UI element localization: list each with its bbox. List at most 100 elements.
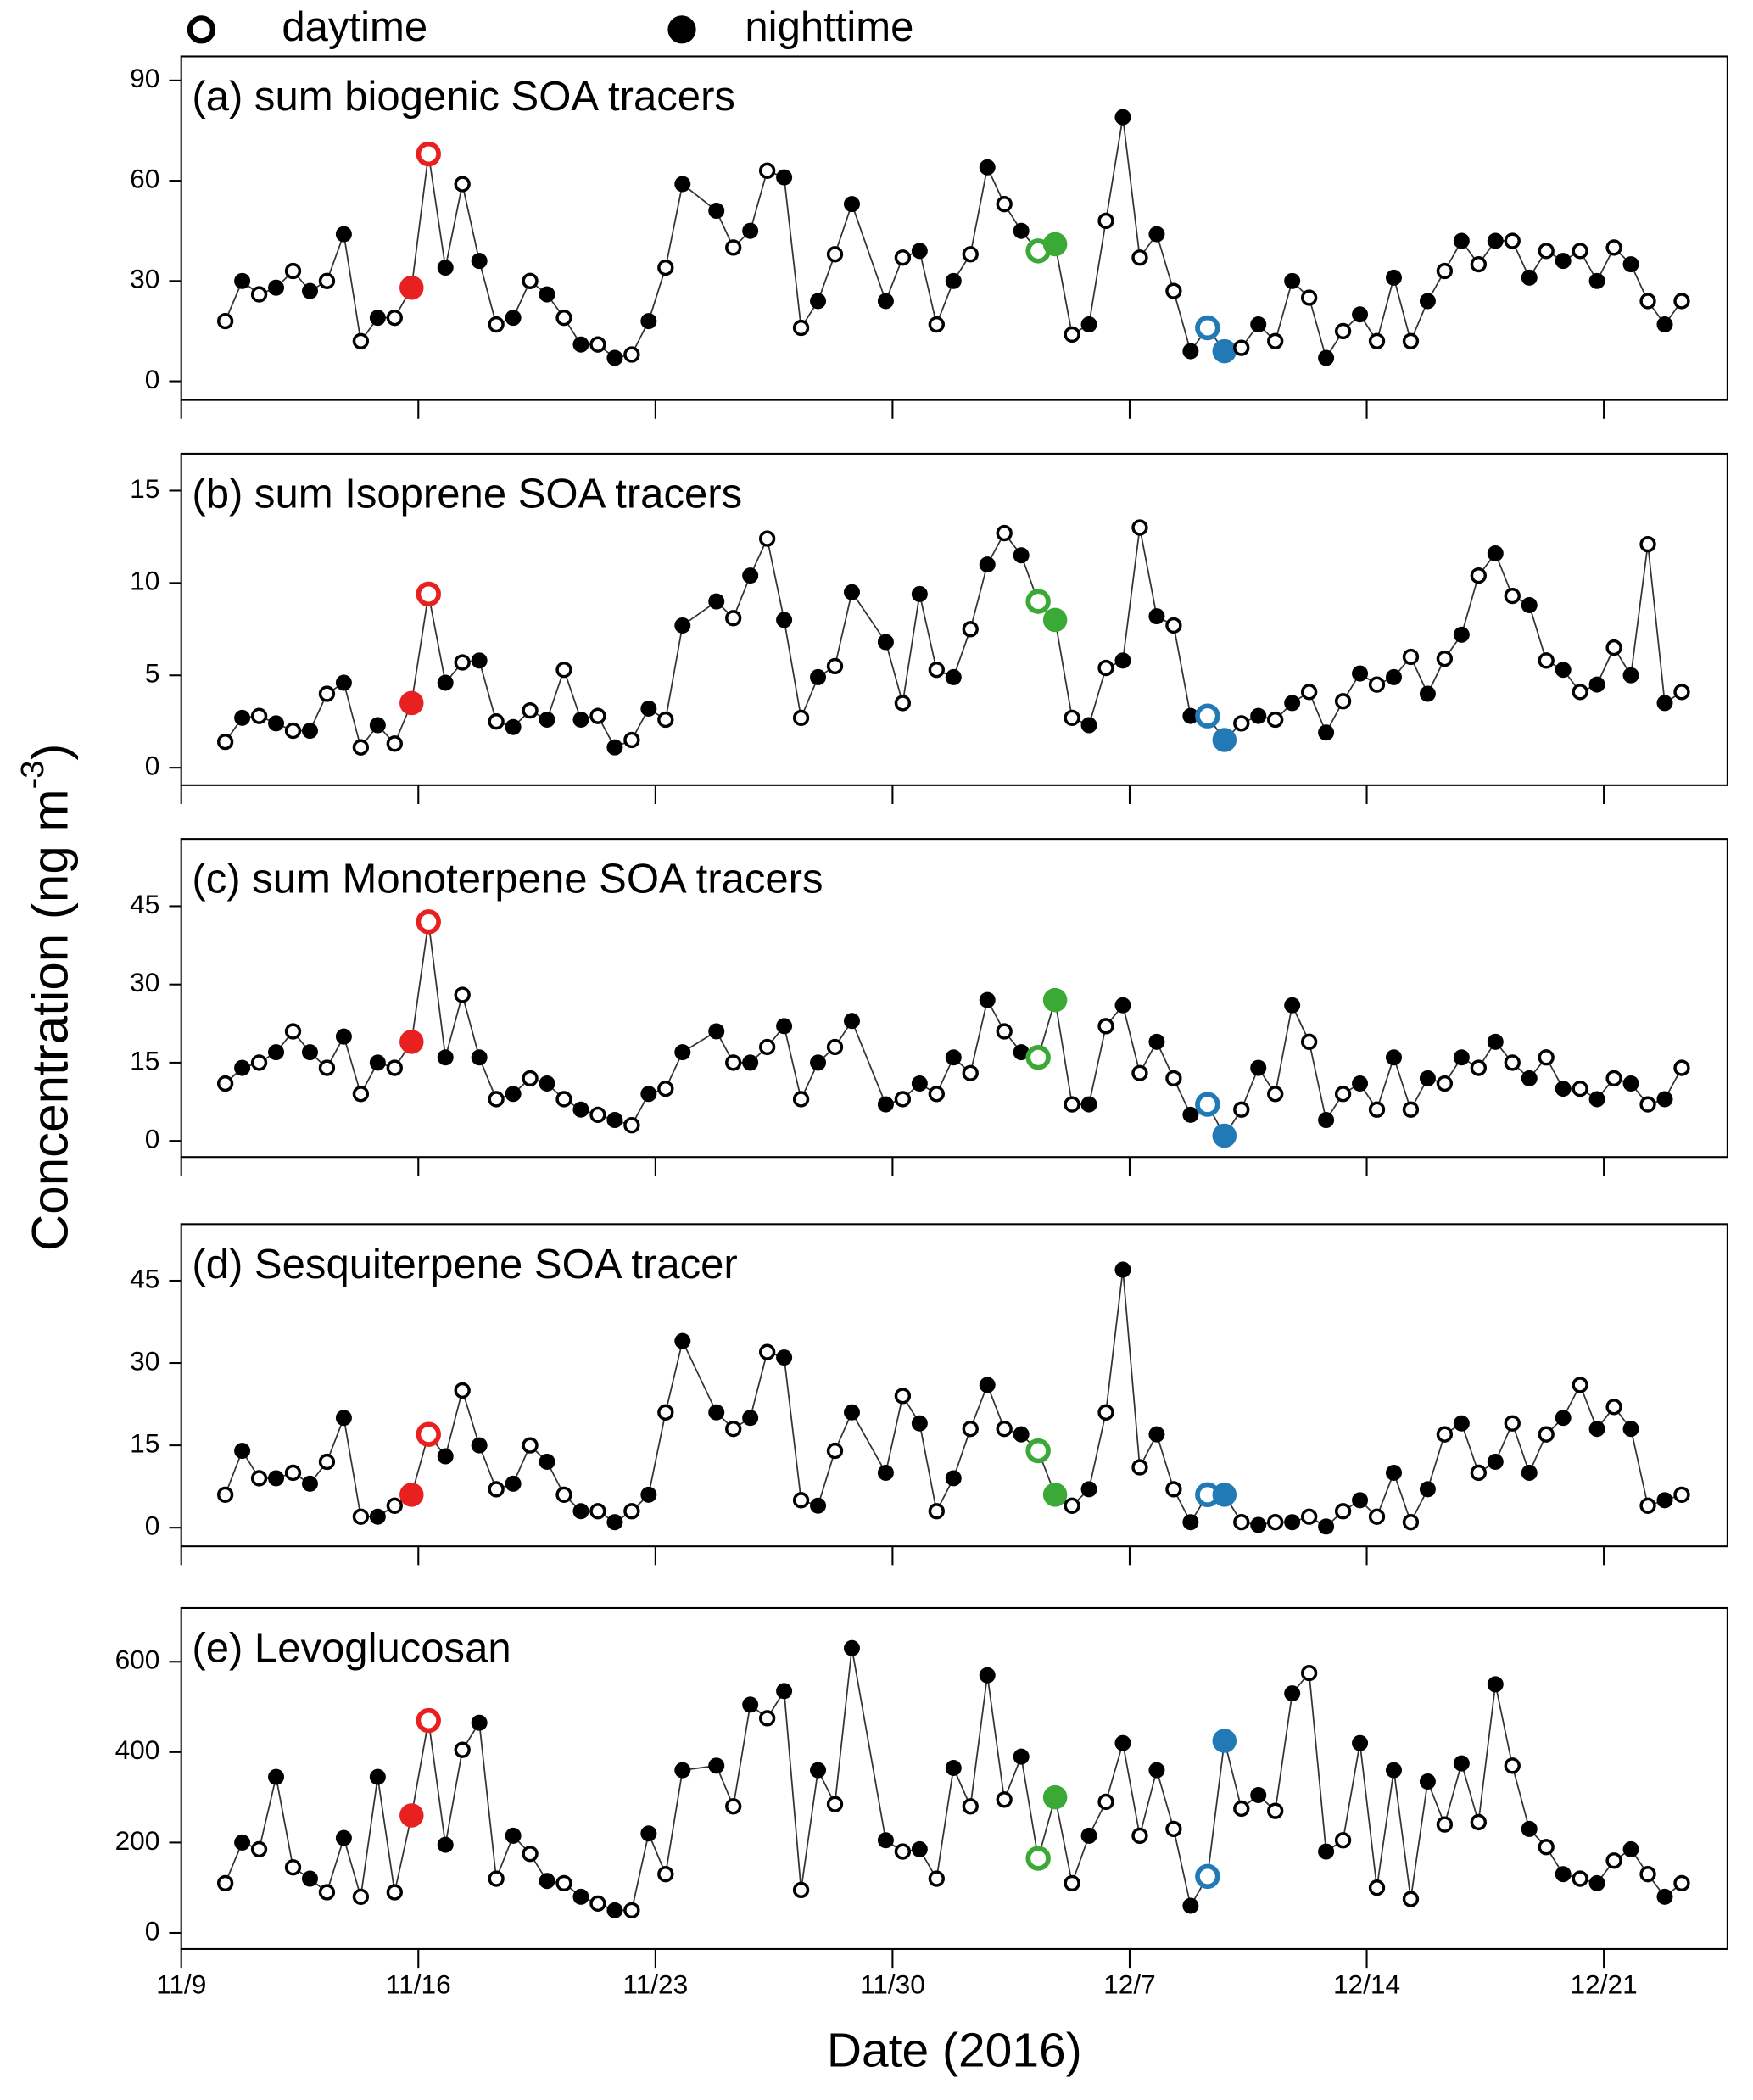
nighttime-point — [471, 1714, 488, 1731]
nighttime-point — [877, 1464, 894, 1481]
daytime-point — [1572, 243, 1588, 260]
daytime-point — [996, 1023, 1013, 1040]
daytime-point — [1402, 1891, 1420, 1907]
nighttime-point — [1013, 1044, 1030, 1061]
daytime-point — [826, 657, 844, 675]
daytime-point — [1334, 1503, 1352, 1520]
nighttime-point — [606, 739, 623, 756]
nighttime-point — [1656, 1091, 1673, 1108]
daytime-point — [555, 1091, 572, 1108]
daytime-point — [657, 1404, 674, 1421]
nighttime-point — [606, 1902, 623, 1918]
y-tick-label: 60 — [130, 163, 159, 193]
nighttime-point — [301, 282, 318, 299]
nighttime-point — [911, 585, 928, 602]
nighttime-point — [810, 668, 827, 685]
daytime-point — [1131, 1459, 1148, 1476]
nighttime-point — [1182, 1106, 1199, 1123]
nighttime-point — [640, 1086, 657, 1103]
daytime-point — [454, 986, 471, 1003]
daytime-point — [962, 1421, 979, 1438]
daytime-point — [894, 1091, 912, 1108]
nighttime-point — [572, 336, 589, 353]
nighttime-point — [1250, 1516, 1267, 1533]
daytime-point — [894, 249, 912, 266]
y-tick-label: 45 — [130, 1263, 159, 1293]
daytime-point — [1504, 587, 1521, 605]
daytime-point — [1165, 1070, 1182, 1087]
nighttime-point — [708, 203, 725, 220]
nighttime-point — [1013, 547, 1030, 564]
y-tick-label: 0 — [145, 1915, 160, 1946]
daytime-point — [996, 196, 1013, 213]
nighttime-point — [1453, 1415, 1470, 1432]
nighttime-point — [234, 1059, 251, 1076]
nighttime-point — [1555, 662, 1572, 679]
daytime-point — [386, 735, 403, 752]
y-tick-label: 200 — [115, 1825, 160, 1856]
nighttime-point — [1588, 676, 1605, 693]
daytime-point — [1368, 676, 1386, 693]
nighttime-point — [1042, 1784, 1068, 1810]
nighttime-point — [1318, 349, 1335, 366]
nighttime-point — [1212, 1123, 1237, 1148]
daytime-point — [1436, 1816, 1454, 1833]
nighttime-point — [1622, 1421, 1639, 1438]
daytime-point — [250, 1470, 268, 1487]
nighttime-point — [1453, 1049, 1470, 1066]
daytime-point — [386, 1497, 403, 1514]
nighttime-point — [1588, 272, 1605, 289]
daytime-point — [1673, 293, 1690, 310]
daytime-point — [928, 1870, 945, 1887]
daytime-point — [1097, 1404, 1114, 1421]
daytime-point — [1233, 715, 1250, 732]
nighttime-point — [234, 1443, 251, 1460]
daytime-point — [1334, 322, 1352, 340]
daytime-point — [1267, 1514, 1284, 1531]
daytime-point — [589, 707, 606, 724]
daytime-point — [1131, 1827, 1148, 1845]
nighttime-point — [1182, 1897, 1199, 1914]
x-tick-label: 11/30 — [860, 1969, 925, 2000]
nighttime-point — [674, 1044, 691, 1061]
nighttime-point — [1521, 597, 1538, 613]
daytime-point — [318, 685, 336, 702]
plot-frame — [180, 838, 1728, 1159]
plot-frame — [180, 55, 1728, 401]
nighttime-point — [1114, 109, 1131, 126]
daytime-point — [352, 1508, 370, 1525]
y-tick-label: 15 — [130, 1045, 159, 1075]
daytime-point — [1538, 1839, 1555, 1856]
daytime-point — [250, 707, 268, 724]
nighttime-point — [1013, 1748, 1030, 1765]
nighttime-point — [945, 1470, 962, 1487]
nighttime-point — [1453, 626, 1470, 643]
nighttime-point — [437, 1049, 454, 1066]
daytime-point — [962, 1064, 979, 1081]
daytime-point — [1470, 1813, 1487, 1831]
nighttime-point — [572, 1888, 589, 1905]
daytime-point — [758, 530, 776, 547]
nighttime-point — [1212, 338, 1237, 364]
daytime-point — [1504, 232, 1521, 249]
daytime-point — [318, 1884, 336, 1901]
x-tick-label: 11/9 — [156, 1969, 206, 2000]
daytime-point — [522, 272, 539, 289]
nighttime-point — [1656, 1492, 1673, 1509]
nighttime-point — [776, 1349, 793, 1366]
nighttime-point — [335, 1028, 352, 1045]
nighttime-point — [742, 1054, 759, 1071]
daytime-point — [416, 1707, 441, 1734]
nighttime-point — [1182, 707, 1199, 724]
nighttime-point — [1521, 269, 1538, 286]
nighttime-point — [1656, 1888, 1673, 1905]
daytime-point — [1436, 262, 1454, 280]
nighttime-point — [301, 723, 318, 740]
daytime-point — [1470, 567, 1487, 584]
daytime-point — [1368, 1508, 1386, 1525]
nighttime-point — [1114, 1261, 1131, 1278]
daytime-point — [416, 141, 441, 167]
daytime-point — [792, 1492, 810, 1509]
daytime-point — [1639, 1497, 1656, 1514]
daytime-point — [555, 662, 572, 679]
